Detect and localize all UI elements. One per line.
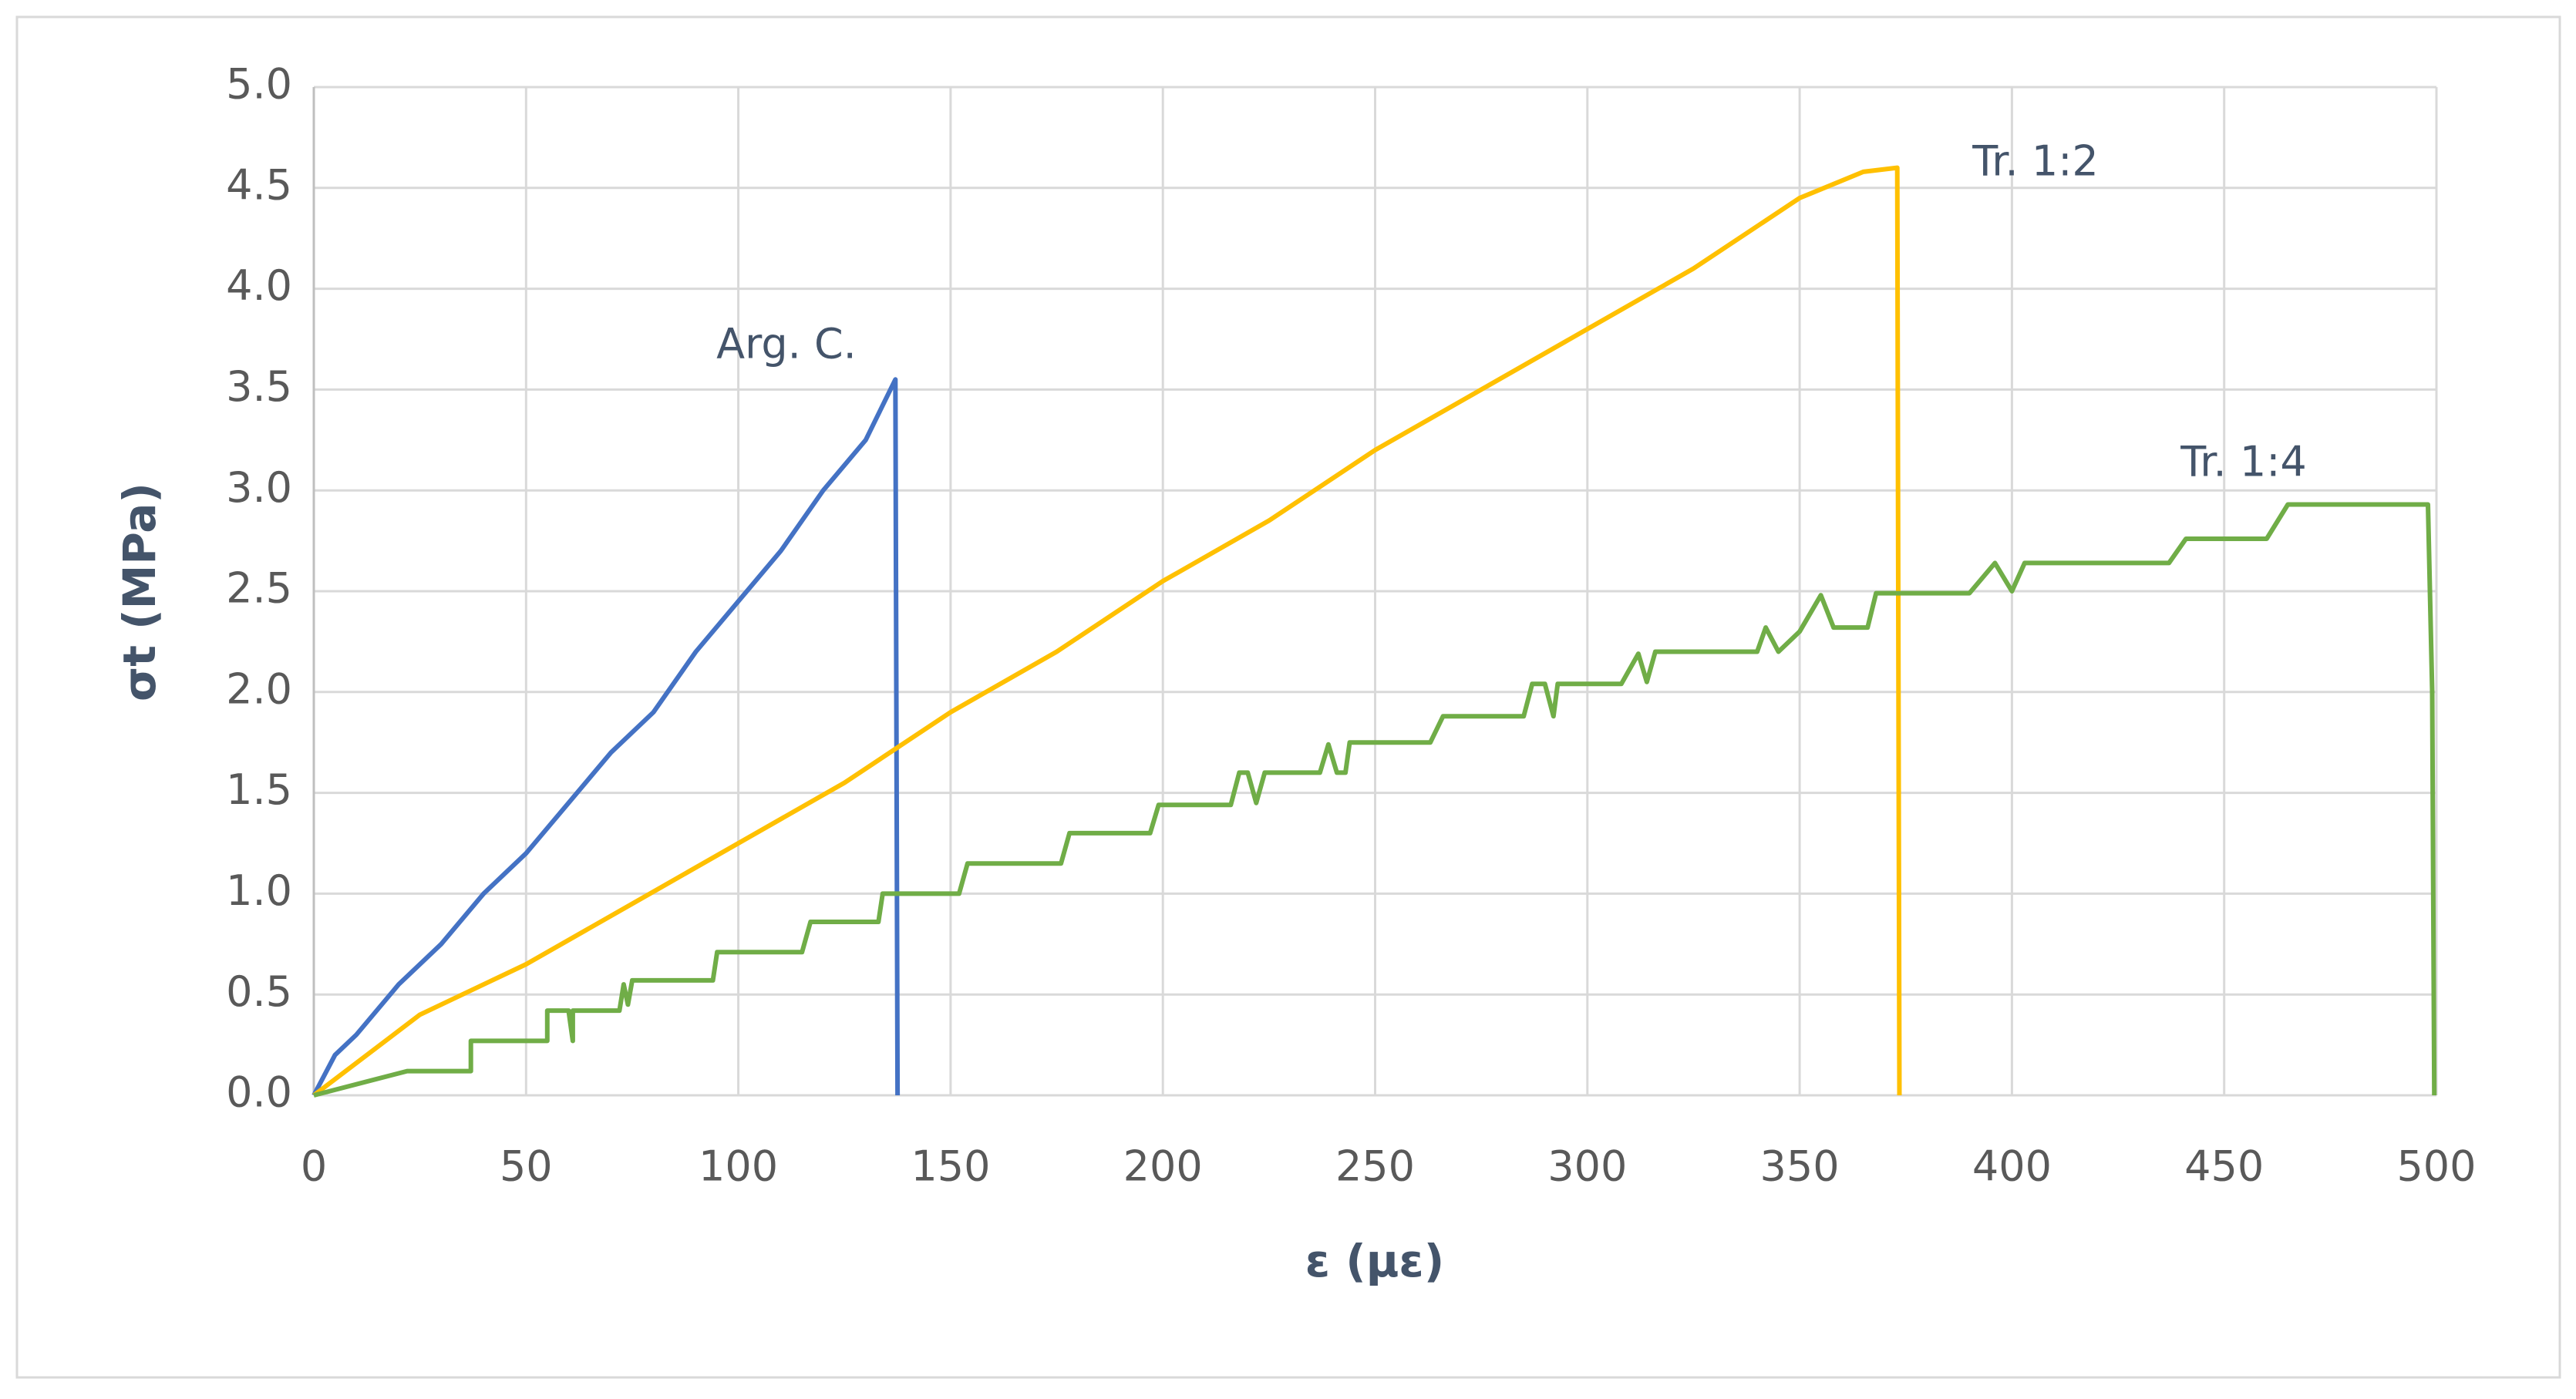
series-line xyxy=(313,502,2437,1098)
y-tick-label: 4.5 xyxy=(226,160,292,209)
x-tick-label: 150 xyxy=(911,1142,990,1191)
x-tick-label: 400 xyxy=(1972,1142,2052,1191)
chart-border xyxy=(15,15,2561,1379)
series-line xyxy=(312,165,1902,1098)
y-tick-label: 0.0 xyxy=(226,1068,292,1117)
series-label: Tr. 1:2 xyxy=(1972,137,2099,186)
x-tick-label: 500 xyxy=(2396,1142,2476,1191)
y-axis-title: σt (MPa) xyxy=(113,483,166,701)
y-tick-label: 1.5 xyxy=(226,765,292,814)
x-tick-label: 0 xyxy=(301,1142,327,1191)
x-tick-label: 300 xyxy=(1547,1142,1627,1191)
x-tick-label: 200 xyxy=(1123,1142,1203,1191)
x-tick-label: 100 xyxy=(699,1142,778,1191)
x-tick-label: 50 xyxy=(500,1142,553,1191)
y-tick-label: 3.0 xyxy=(226,463,292,512)
x-tick-label: 450 xyxy=(2184,1142,2264,1191)
x-tick-label: 350 xyxy=(1760,1142,1840,1191)
y-tick-label: 2.0 xyxy=(226,664,292,713)
series-label: Arg. C. xyxy=(716,320,857,368)
y-tick-label: 5.0 xyxy=(226,60,292,109)
y-tick-label: 1.0 xyxy=(226,866,292,915)
y-tick-label: 3.5 xyxy=(226,362,292,411)
y-tick-label: 2.5 xyxy=(226,564,292,613)
y-tick-label: 4.0 xyxy=(226,261,292,310)
series-label: Tr. 1:4 xyxy=(2180,438,2307,486)
x-tick-label: 250 xyxy=(1335,1142,1415,1191)
series-line xyxy=(311,377,901,1097)
x-axis-title: ε (με) xyxy=(1305,1235,1444,1287)
y-tick-label: 0.5 xyxy=(226,967,292,1016)
